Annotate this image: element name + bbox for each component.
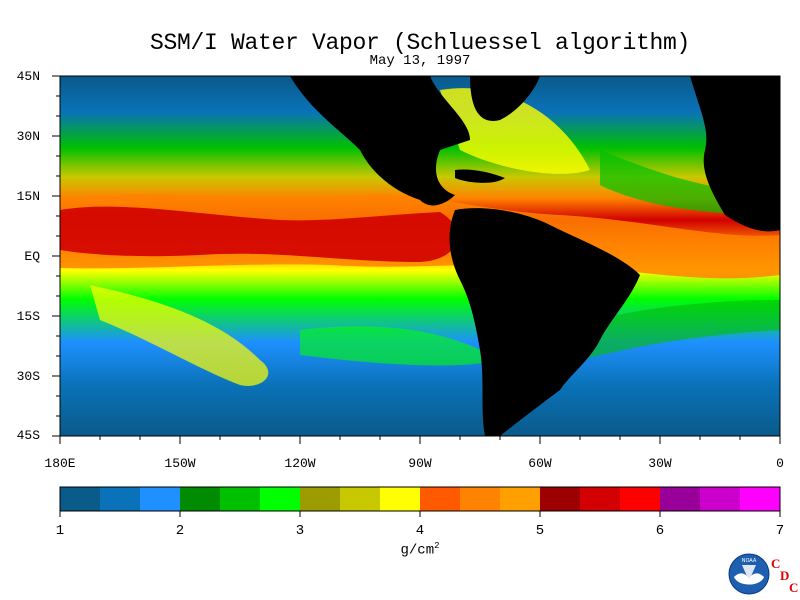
- cdc-letter-3: C: [789, 580, 799, 595]
- lon-label-60w: 60W: [528, 456, 552, 471]
- lon-label-120w: 120W: [284, 456, 316, 471]
- lon-label-30w: 30W: [648, 456, 672, 471]
- noaa-logo[interactable]: NOAA: [728, 553, 770, 595]
- southeast-pacific-band: [300, 326, 500, 366]
- colorbar-units: g/cm2: [370, 541, 470, 559]
- lon-label-180e: 180E: [44, 456, 76, 471]
- colorbar-swatch: [580, 487, 621, 511]
- lon-label-90w: 90W: [408, 456, 432, 471]
- lat-label-45n: 45N: [16, 69, 40, 84]
- lat-label-15n: 15N: [16, 189, 40, 204]
- colorbar-label-7: 7: [775, 523, 785, 539]
- colorbar-swatch: [660, 487, 701, 511]
- europe-africa-land: [690, 76, 780, 232]
- spcz-band: [90, 285, 269, 386]
- colorbar-swatch: [220, 487, 261, 511]
- labrador-land: [470, 76, 540, 121]
- map-field: [60, 76, 780, 436]
- itcz-core: [60, 206, 458, 262]
- colorbar-label-2: 2: [175, 523, 185, 539]
- noaa-logo-text: NOAA: [742, 558, 757, 564]
- colorbar-swatch: [700, 487, 741, 511]
- colorbar-swatch: [460, 487, 501, 511]
- colorbar-swatch: [500, 487, 541, 511]
- colorbar-label-4: 4: [415, 523, 425, 539]
- units-exponent: 2: [434, 541, 440, 551]
- south-atlantic-band: [560, 300, 780, 360]
- cdc-letter-2: D: [780, 568, 790, 583]
- map-date: May 13, 1997: [369, 53, 471, 69]
- colorbar-swatch: [140, 487, 181, 511]
- caribbean-islands-land: [455, 169, 505, 183]
- map-title: SSM/I Water Vapor (Schluessel algorithm): [149, 30, 691, 56]
- lat-label-30s: 30S: [16, 369, 40, 384]
- cdc-letter-1: C: [771, 556, 781, 571]
- colorbar-swatch: [620, 487, 661, 511]
- colorbar: [59, 486, 781, 517]
- colorbar-swatch: [340, 487, 381, 511]
- colorbar-swatch: [60, 487, 101, 511]
- south-america-land: [449, 208, 640, 436]
- colorbar-swatch: [100, 487, 141, 511]
- north-america-land: [290, 76, 470, 206]
- colorbar-swatch: [540, 487, 581, 511]
- colorbar-label-3: 3: [295, 523, 305, 539]
- lat-label-30n: 30N: [16, 129, 40, 144]
- colorbar-label-1: 1: [55, 523, 65, 539]
- lat-label-15s: 15S: [16, 309, 40, 324]
- lon-label-0: 0: [776, 456, 784, 471]
- colorbar-swatch: [740, 487, 781, 511]
- colorbar-swatch: [180, 487, 221, 511]
- lat-label-45s: 45S: [16, 428, 40, 443]
- colorbar-label-6: 6: [655, 523, 665, 539]
- colorbar-swatch: [420, 487, 461, 511]
- colorbar-swatch: [300, 487, 341, 511]
- colorbar-swatch: [380, 487, 421, 511]
- units-base: g/cm: [400, 542, 435, 559]
- lat-label-eq: EQ: [24, 249, 40, 264]
- colorbar-label-5: 5: [535, 523, 545, 539]
- colorbar-swatch: [260, 487, 301, 511]
- axis-ticks: [52, 75, 781, 444]
- lon-label-150w: 150W: [164, 456, 196, 471]
